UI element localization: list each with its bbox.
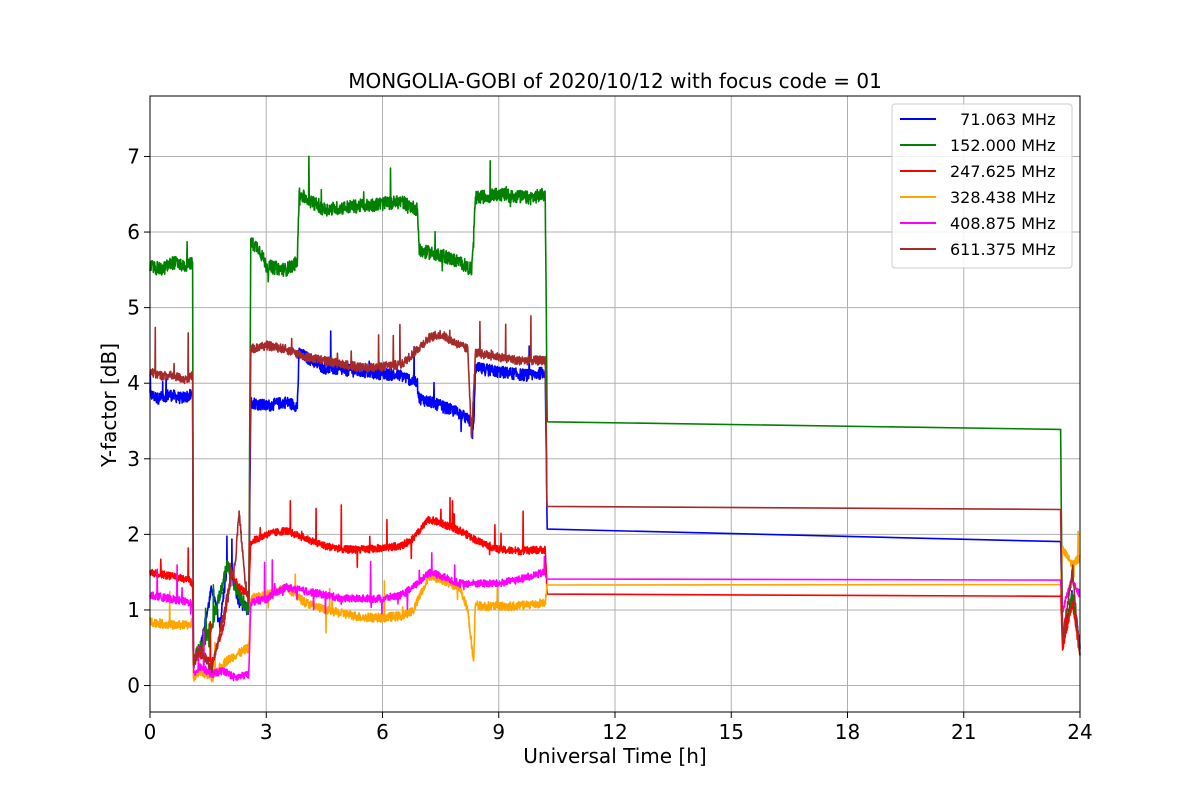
x-tick-label: 6 <box>376 720 389 744</box>
x-axis-label: Universal Time [h] <box>523 744 706 768</box>
x-tick-label: 3 <box>260 720 273 744</box>
series-line-2 <box>149 496 1081 667</box>
y-tick-label: 3 <box>127 447 140 471</box>
legend-label-4: 408.875 MHz <box>950 214 1055 233</box>
x-tick-label: 9 <box>492 720 505 744</box>
series-line-4 <box>149 551 1081 682</box>
y-tick-label: 7 <box>127 144 140 168</box>
x-tick-label: 21 <box>951 720 976 744</box>
y-tick-label: 2 <box>127 522 140 546</box>
legend-label-3: 328.438 MHz <box>950 188 1055 207</box>
series-line-0 <box>149 330 1081 669</box>
series-line-5 <box>149 315 1081 674</box>
y-tick-label: 6 <box>127 220 140 244</box>
grid-lines <box>149 96 1081 712</box>
y-axis-label: Y-factor [dB] <box>97 343 121 468</box>
legend-label-2: 247.625 MHz <box>950 162 1055 181</box>
legend-box <box>891 103 1073 269</box>
legend-label-5: 611.375 MHz <box>950 240 1055 259</box>
x-tick-label: 18 <box>835 720 860 744</box>
legend-label-1: 152.000 MHz <box>950 136 1055 155</box>
chart-title: MONGOLIA-GOBI of 2020/10/12 with focus c… <box>348 69 882 93</box>
x-tick-label: 12 <box>602 720 627 744</box>
x-tick-label: 15 <box>719 720 744 744</box>
x-tick-label: 0 <box>144 720 157 744</box>
y-tick-label: 5 <box>127 296 140 320</box>
x-axis: 0 3 6 9 12 15 18 21 24 <box>144 712 1093 744</box>
series-line-1 <box>149 155 1081 665</box>
legend-label-0: 71.063 MHz <box>950 110 1055 129</box>
y-tick-label: 4 <box>127 371 140 395</box>
y-axis: 0 1 2 3 4 5 6 7 <box>127 144 150 698</box>
y-tick-label: 1 <box>127 598 140 622</box>
x-tick-label: 24 <box>1067 720 1092 744</box>
y-tick-label: 0 <box>127 674 140 698</box>
series-lines <box>149 155 1081 683</box>
legend: 71.063 MHz 152.000 MHz 247.625 MHz 328.438 … <box>891 103 1073 269</box>
